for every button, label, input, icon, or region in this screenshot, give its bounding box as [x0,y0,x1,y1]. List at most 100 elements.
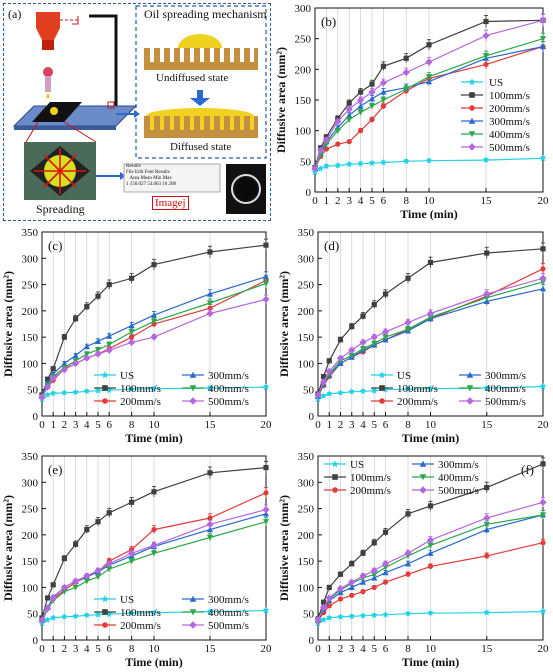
marker-square [360,550,366,556]
magnify-marker [107,101,115,109]
dropper-bulb [43,67,53,77]
marker-triangle [94,338,102,344]
sample-spot [50,107,58,115]
legend-label: 500mm/s [438,485,479,497]
marker-triangle-down [468,131,476,138]
results-menu-font[interactable]: Font [144,170,154,175]
marker-diamond [128,549,136,557]
tick-label-x: 4 [84,419,90,431]
tick-label-y: 150 [298,332,315,344]
marker-triangle [539,43,547,50]
tick-label-y: 200 [298,530,315,542]
tick-label-x: 10 [149,419,161,431]
marker-star [337,389,344,396]
marker-square [45,376,51,382]
marker-square [95,519,101,525]
marker-triangle-down [206,534,214,541]
tick-label-x: 20 [261,419,273,431]
marker-star [348,388,356,395]
tick-label-y: 250 [295,34,312,46]
marker-diamond [72,577,80,585]
legend: US 300mm/s 100mm/s 400mm/s 200mm/s 500mm/s [94,594,249,632]
results-menu-edit[interactable]: Edit [135,170,144,175]
marker-circle [371,584,377,591]
marker-star [378,371,386,379]
results-window-text: Results File Edit Font Results Area Mean… [126,164,176,188]
marker-circle [369,117,375,123]
marker-diamond [206,309,214,318]
results-col: Area [129,176,140,181]
marker-star [334,162,342,169]
results-menu-file[interactable]: File [126,170,134,175]
marker-triangle-down [94,574,102,581]
series-line [317,248,544,395]
marker-diamond [381,560,390,568]
tick-label-x: 3 [349,643,355,655]
marker-star [427,385,434,392]
results-cell: 208 [168,182,177,187]
results-cell: 1 [126,182,129,187]
legend-label: 200mm/s [489,103,530,115]
tick-label-y: 0 [33,635,39,647]
tick-label-y: 200 [22,530,39,542]
marker-square [369,81,375,87]
marker-diamond [94,350,102,358]
marker-diamond [539,498,547,506]
marker-triangle [72,352,79,359]
tick-label-x: 1 [327,419,333,431]
tick-label-y: 100 [298,358,315,370]
marker-star [468,78,476,86]
marker-diamond [325,367,333,375]
tick-label-y: 100 [298,582,315,594]
results-menu-results[interactable]: Results [155,170,170,175]
marker-circle [151,527,157,533]
marker-square [379,385,385,391]
marker-circle [484,553,490,559]
tick-label-y: 50 [27,385,39,397]
schematic-drawing [12,5,267,214]
marker-star [483,384,491,391]
tick-label-x: 15 [481,643,493,655]
marker-star [482,156,490,163]
nozzle-tip [42,40,54,50]
marker-diamond [483,290,491,298]
marker-triangle-down [94,347,102,353]
marker-triangle-down [539,36,547,42]
marker-star [150,385,158,392]
marker-diamond [44,604,52,613]
marker-star [323,162,330,170]
marker-triangle [348,584,355,591]
marker-square [95,293,101,299]
tick-label-y: 200 [298,306,315,318]
marker-diamond [539,16,547,24]
marker-square [484,250,490,256]
marker-square [207,470,213,476]
marker-triangle-down [150,318,158,325]
marker-star [404,610,412,617]
marker-triangle-down [427,542,434,549]
legend-label: 100mm/s [350,472,391,484]
series-US [314,383,547,403]
nozzle-icon [36,12,60,40]
marker-square [337,337,344,343]
marker-diamond [262,295,270,303]
marker-square [84,527,90,533]
marker-triangle-down [72,584,79,591]
marker-star [425,157,433,164]
marker-square [129,275,135,281]
tick-label-x: 20 [261,643,273,655]
tick-label-y: 300 [298,253,315,265]
marker-diamond [262,506,270,514]
tick-label-y: 50 [303,609,315,621]
connector-red [60,19,79,24]
tick-label-y: 300 [298,477,315,489]
tick-label-x: 4 [84,643,90,655]
marker-triangle-down [483,521,490,528]
tick-label-y: 300 [22,253,39,265]
marker-diamond [189,397,197,405]
marker-star [370,611,378,619]
marker-star [83,387,91,395]
spread-arrows [34,148,86,194]
legend-label: 100mm/s [120,607,161,619]
marker-diamond [370,333,378,341]
